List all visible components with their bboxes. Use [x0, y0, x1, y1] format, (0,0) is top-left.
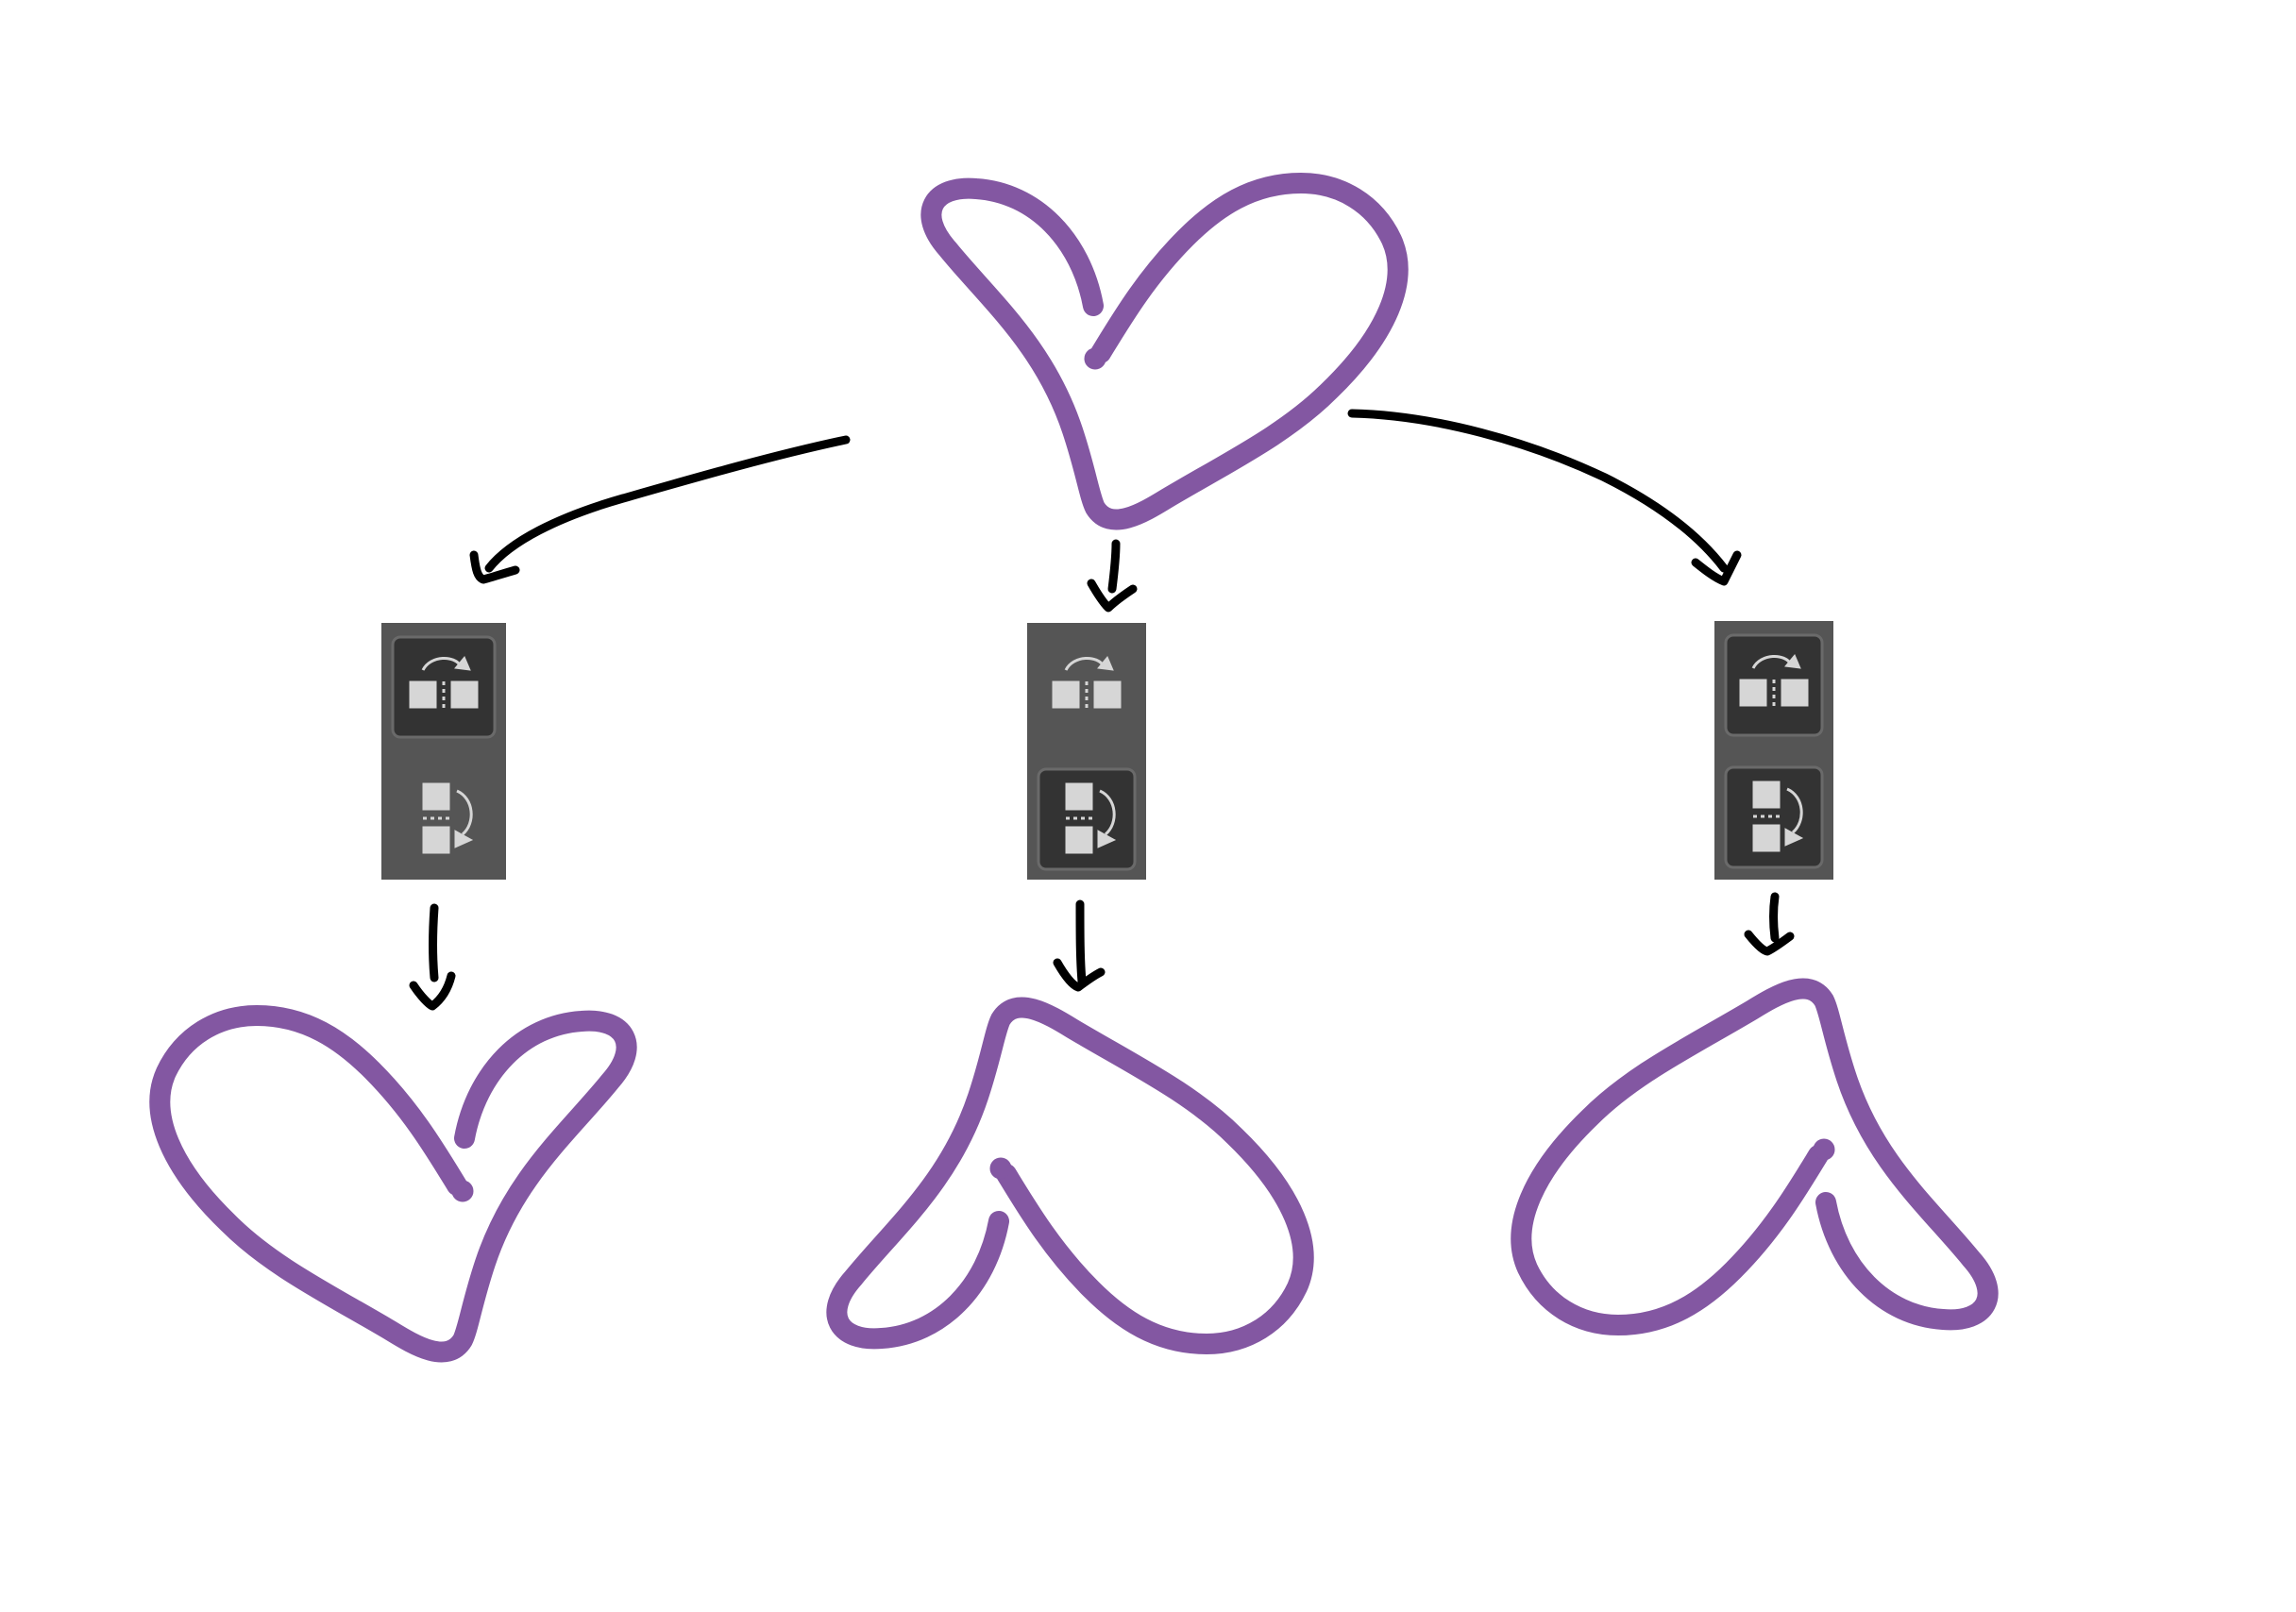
arrow-shaft — [1769, 892, 1780, 943]
flip-horizontal-button[interactable] — [1724, 633, 1824, 737]
arrow-head — [1053, 958, 1106, 992]
flip-vertical-button[interactable] — [1037, 767, 1137, 871]
flip-horizontal-button[interactable] — [1038, 637, 1135, 737]
flip-vertical-button[interactable] — [393, 769, 495, 869]
arrow-head — [1087, 579, 1138, 613]
arrow-flip-horizontal-panel-to-result — [409, 903, 456, 1011]
original-heart — [931, 183, 1397, 520]
arrow-head — [1744, 930, 1795, 956]
arrow-original-to-flip-vertical — [1087, 539, 1138, 613]
flip-vertical-button[interactable] — [1724, 765, 1824, 869]
result-heart-flip-both — [1521, 988, 1987, 1325]
arrow-shaft — [429, 903, 439, 982]
flip-horizontal-button[interactable] — [391, 635, 497, 739]
result-heart-flip-vertical — [836, 1007, 1303, 1344]
arrow-flip-both-panel-to-result — [1744, 892, 1795, 956]
arrow-head — [1691, 550, 1742, 586]
arrow-head — [469, 550, 520, 584]
arrow-flip-vertical-panel-to-result — [1053, 899, 1106, 992]
arrow-shaft — [1347, 409, 1729, 573]
arrow-original-to-flip-both — [1347, 409, 1742, 586]
flip-panel-flip-horizontal — [381, 623, 506, 880]
arrow-original-to-flip-horizontal — [469, 435, 851, 584]
arrow-head — [409, 971, 456, 1011]
arrow-shaft — [1075, 899, 1087, 986]
result-heart-flip-horizontal — [160, 1016, 626, 1352]
arrow-shaft — [484, 435, 851, 573]
flip-panel-flip-vertical — [1027, 623, 1146, 880]
arrow-shaft — [1107, 539, 1121, 594]
flip-panel-flip-both — [1714, 621, 1833, 880]
